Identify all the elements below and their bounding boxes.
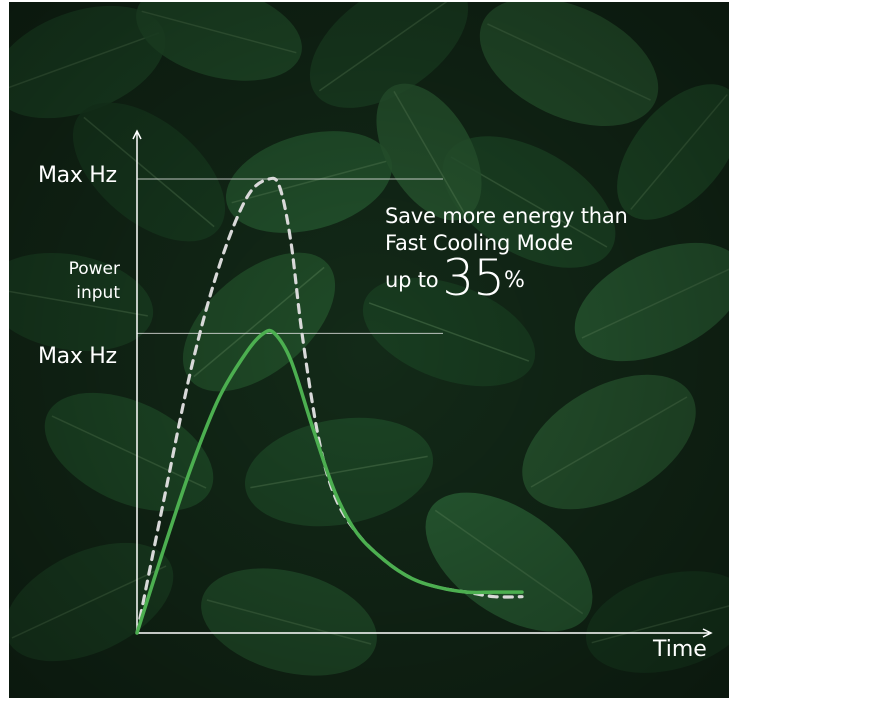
annotation-value: 35 [442, 249, 505, 307]
savings-annotation: Save more energy than Fast Cooling Mode … [385, 203, 628, 303]
chart-panel: Max Hz Max Hz Power input Time Save more… [9, 2, 729, 698]
line-chart [132, 129, 713, 638]
annotation-line3: up to35% [385, 253, 628, 303]
annotation-unit: % [504, 268, 525, 293]
grid-lines [137, 178, 443, 334]
y-axis-title: Power input [49, 257, 120, 305]
annotation-line1: Save more energy than [385, 204, 628, 228]
annotation-line2: Fast Cooling Mode [385, 231, 574, 255]
annotation-prefix: up to [385, 268, 439, 292]
y-tick-upper: Max Hz [38, 163, 117, 188]
leaf-background [9, 2, 729, 698]
x-axis-arrow [702, 628, 713, 638]
series-line-solid [135, 328, 524, 635]
series-group [135, 176, 524, 635]
y-axis-title-line2: input [76, 283, 120, 303]
y-axis-title-line1: Power [68, 259, 120, 279]
axes [132, 129, 713, 638]
y-axis-arrow [132, 129, 142, 140]
x-axis-title: Time [653, 637, 707, 662]
y-tick-lower: Max Hz [38, 344, 117, 369]
